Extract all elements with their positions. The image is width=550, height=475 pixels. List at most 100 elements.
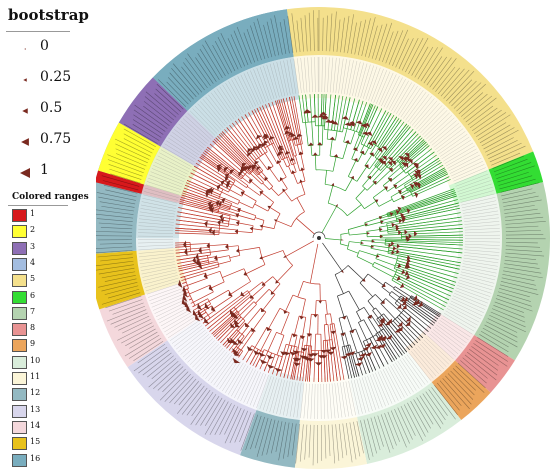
bootstrap-marker [264,177,269,182]
bootstrap-marker [238,171,243,177]
colored-range-label: 5 [30,274,36,284]
branch-line [270,187,279,196]
branch-line [324,170,328,185]
branch-line [176,251,211,258]
branch-line [379,230,388,232]
bootstrap-marker [369,152,375,157]
branch-line [237,322,246,332]
branch-line [261,171,268,179]
branch-arc [373,143,378,147]
branch-line [393,174,410,186]
bootstrap-marker [303,109,312,113]
bootstrap-marker [388,168,393,173]
bootstrap-marker [299,335,306,340]
branch-arc [325,183,346,192]
branch-arc [219,271,225,283]
branch-line [310,145,313,156]
legend-divider [6,31,70,32]
branch-line [387,220,463,231]
bootstrap-marker [405,316,411,322]
bootstrap-marker [209,203,214,210]
colored-range-item: 11 [12,371,62,385]
branch-line [292,351,299,380]
branch-line [229,189,242,197]
bootstrap-marker [404,156,410,163]
bootstrap-marker [182,293,188,302]
branch-line [359,282,373,298]
branch-line [282,98,296,146]
bootstrap-marker [306,333,313,337]
branch-line [175,227,220,232]
branch-line [258,173,266,181]
branch-line [192,305,196,308]
branch-line [276,335,285,356]
bootstrap-marker [261,143,267,148]
leaf-band-sector [136,56,300,238]
branch-line [389,161,399,170]
bootstrap-marker [211,229,215,236]
bootstrap-marker [247,152,253,158]
bootstrap-marker [220,217,225,224]
branch-arc [229,203,232,208]
bootstrap-marker [340,239,344,241]
branch-line [177,260,209,268]
branch-line [349,344,360,377]
bootstrap-marker [267,205,271,209]
branch-line [206,270,221,277]
bootstrap-marker [370,140,377,145]
bootstrap-legend-item: 0.5 [6,98,86,122]
bootstrap-marker-icon [22,108,28,114]
branch-line [176,254,211,261]
branch-line [394,318,418,344]
bootstrap-marker [225,173,230,180]
colored-range-label: 11 [30,372,41,381]
colored-range-sector [118,77,188,147]
branch-line [224,129,262,173]
bootstrap-marker-icon [20,168,30,178]
branch-line [297,281,304,298]
bootstrap-marker [317,355,325,359]
bootstrap-marker [365,342,372,347]
bootstrap-marker [293,362,301,367]
branch-line [261,192,274,203]
color-swatch [12,404,27,418]
branch-line [395,195,457,216]
bootstrap-marker [401,157,407,163]
bootstrap-marker [228,291,233,297]
bootstrap-marker [348,122,356,127]
branch-line [238,297,254,313]
colored-range-item: 16 [12,453,62,467]
branch-line [286,346,295,379]
branch-line [323,324,326,341]
branch-line [308,345,313,382]
branch-line [296,197,305,212]
bootstrap-markers [177,109,423,372]
branch-arc [185,282,189,289]
tree-root [317,236,321,240]
bootstrap-marker [256,166,261,171]
branch-line [220,318,244,344]
bootstrap-legend-title: bootstrap [8,6,89,24]
bootstrap-marker [274,367,283,372]
branch-line [401,227,463,233]
branch-line [262,250,284,259]
branch-line [181,194,230,211]
branch-line [294,334,298,347]
branch-line [377,253,398,260]
branch-arc [407,171,412,178]
branch-line [305,345,310,382]
branch-line [213,295,233,309]
bootstrap-legend-item: 0 [6,36,86,60]
bootstrap-marker [296,133,303,138]
branch-line [255,288,270,304]
branch-line [175,232,219,235]
bootstrap-marker [198,262,203,270]
branch-line [262,225,275,229]
branch-line [288,97,300,145]
branch-line [330,313,333,324]
bootstrap-marker [287,131,295,136]
color-swatch [12,388,27,402]
bootstrap-marker [206,242,210,249]
bootstrap-marker [232,357,241,364]
bootstrap-marker [381,155,387,161]
